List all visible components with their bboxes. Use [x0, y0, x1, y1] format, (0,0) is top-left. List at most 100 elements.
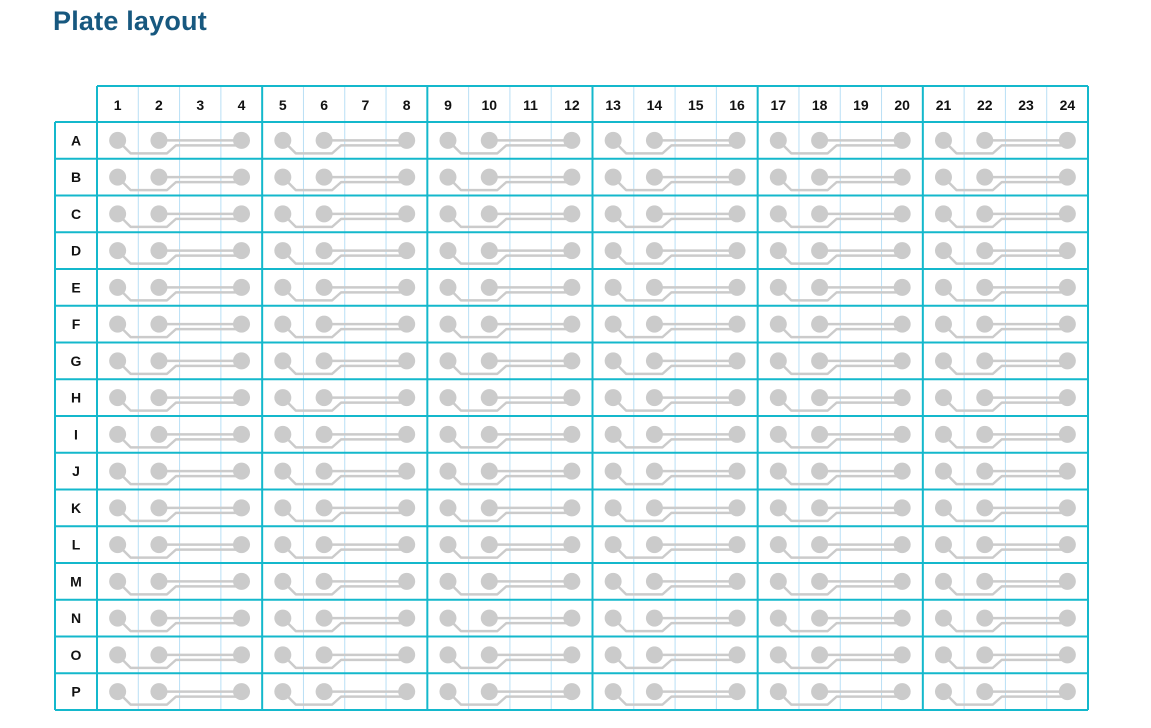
well-C21[interactable]	[934, 205, 952, 223]
well-L9[interactable]	[439, 536, 457, 554]
well-A1[interactable]	[109, 131, 127, 149]
well-G18[interactable]	[811, 352, 829, 370]
well-D2[interactable]	[150, 242, 168, 260]
well-L8[interactable]	[398, 536, 416, 554]
well-H12[interactable]	[563, 389, 581, 407]
well-P21[interactable]	[934, 683, 952, 701]
well-O6[interactable]	[315, 646, 333, 664]
well-H1[interactable]	[109, 389, 127, 407]
well-A24[interactable]	[1058, 131, 1076, 149]
well-D14[interactable]	[645, 242, 663, 260]
well-G1[interactable]	[109, 352, 127, 370]
well-C18[interactable]	[811, 205, 829, 223]
well-E9[interactable]	[439, 278, 457, 296]
well-L12[interactable]	[563, 536, 581, 554]
well-C5[interactable]	[274, 205, 292, 223]
well-G8[interactable]	[398, 352, 416, 370]
well-F12[interactable]	[563, 315, 581, 333]
well-B12[interactable]	[563, 168, 581, 186]
well-J24[interactable]	[1058, 462, 1076, 480]
well-I14[interactable]	[645, 425, 663, 443]
well-G22[interactable]	[976, 352, 994, 370]
well-G10[interactable]	[480, 352, 498, 370]
well-K18[interactable]	[811, 499, 829, 517]
well-B5[interactable]	[274, 168, 292, 186]
well-M2[interactable]	[150, 572, 168, 590]
well-A17[interactable]	[769, 131, 787, 149]
well-O17[interactable]	[769, 646, 787, 664]
well-D17[interactable]	[769, 242, 787, 260]
well-E1[interactable]	[109, 278, 127, 296]
well-F8[interactable]	[398, 315, 416, 333]
well-E18[interactable]	[811, 278, 829, 296]
well-F14[interactable]	[645, 315, 663, 333]
well-A2[interactable]	[150, 131, 168, 149]
well-K9[interactable]	[439, 499, 457, 517]
well-O16[interactable]	[728, 646, 746, 664]
well-L2[interactable]	[150, 536, 168, 554]
well-A22[interactable]	[976, 131, 994, 149]
well-J20[interactable]	[893, 462, 911, 480]
well-J18[interactable]	[811, 462, 829, 480]
well-N14[interactable]	[645, 609, 663, 627]
well-K4[interactable]	[233, 499, 251, 517]
well-H16[interactable]	[728, 389, 746, 407]
well-B10[interactable]	[480, 168, 498, 186]
well-N17[interactable]	[769, 609, 787, 627]
well-J17[interactable]	[769, 462, 787, 480]
well-H22[interactable]	[976, 389, 994, 407]
well-L21[interactable]	[934, 536, 952, 554]
well-M5[interactable]	[274, 572, 292, 590]
well-K20[interactable]	[893, 499, 911, 517]
well-F6[interactable]	[315, 315, 333, 333]
well-I9[interactable]	[439, 425, 457, 443]
well-M24[interactable]	[1058, 572, 1076, 590]
well-D16[interactable]	[728, 242, 746, 260]
well-B4[interactable]	[233, 168, 251, 186]
well-A20[interactable]	[893, 131, 911, 149]
well-D20[interactable]	[893, 242, 911, 260]
well-L24[interactable]	[1058, 536, 1076, 554]
well-A5[interactable]	[274, 131, 292, 149]
well-P4[interactable]	[233, 683, 251, 701]
well-O18[interactable]	[811, 646, 829, 664]
well-L13[interactable]	[604, 536, 622, 554]
well-M12[interactable]	[563, 572, 581, 590]
well-E16[interactable]	[728, 278, 746, 296]
well-N13[interactable]	[604, 609, 622, 627]
well-J14[interactable]	[645, 462, 663, 480]
well-P24[interactable]	[1058, 683, 1076, 701]
well-C10[interactable]	[480, 205, 498, 223]
well-C13[interactable]	[604, 205, 622, 223]
well-G24[interactable]	[1058, 352, 1076, 370]
well-B16[interactable]	[728, 168, 746, 186]
well-P2[interactable]	[150, 683, 168, 701]
well-N6[interactable]	[315, 609, 333, 627]
well-H10[interactable]	[480, 389, 498, 407]
well-A14[interactable]	[645, 131, 663, 149]
well-J2[interactable]	[150, 462, 168, 480]
well-N1[interactable]	[109, 609, 127, 627]
well-C22[interactable]	[976, 205, 994, 223]
well-O24[interactable]	[1058, 646, 1076, 664]
well-N18[interactable]	[811, 609, 829, 627]
well-J21[interactable]	[934, 462, 952, 480]
well-B17[interactable]	[769, 168, 787, 186]
well-N21[interactable]	[934, 609, 952, 627]
well-K5[interactable]	[274, 499, 292, 517]
well-P22[interactable]	[976, 683, 994, 701]
well-O22[interactable]	[976, 646, 994, 664]
well-M21[interactable]	[934, 572, 952, 590]
well-J16[interactable]	[728, 462, 746, 480]
well-L4[interactable]	[233, 536, 251, 554]
well-N16[interactable]	[728, 609, 746, 627]
well-C14[interactable]	[645, 205, 663, 223]
well-J9[interactable]	[439, 462, 457, 480]
well-B24[interactable]	[1058, 168, 1076, 186]
well-D1[interactable]	[109, 242, 127, 260]
well-O20[interactable]	[893, 646, 911, 664]
well-F24[interactable]	[1058, 315, 1076, 333]
well-B1[interactable]	[109, 168, 127, 186]
well-H14[interactable]	[645, 389, 663, 407]
well-D24[interactable]	[1058, 242, 1076, 260]
